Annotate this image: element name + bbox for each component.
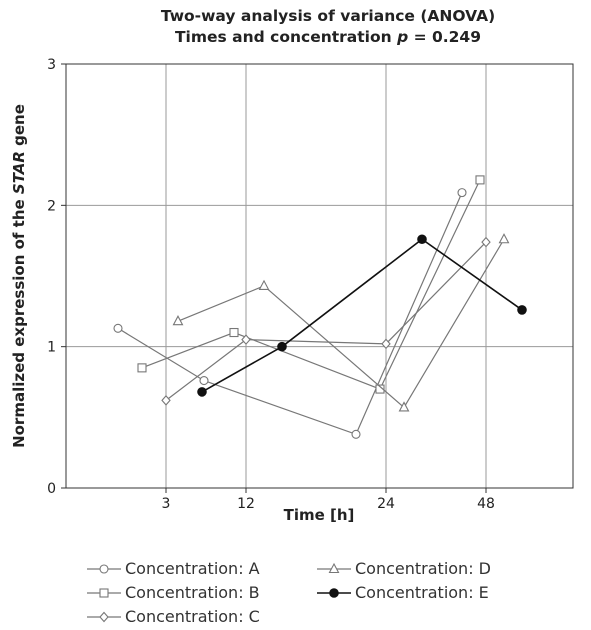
data-point <box>375 384 385 394</box>
legend-item: Concentration: C <box>87 607 260 626</box>
data-point <box>417 234 427 245</box>
series-1 <box>137 175 485 394</box>
ylabel-prefix: Normalized expression of the <box>10 194 28 448</box>
data-point <box>137 363 147 373</box>
legend-label: Concentration: D <box>355 559 491 578</box>
y-tick-label: 0 <box>47 481 56 497</box>
x-tick-label: 48 <box>477 496 495 512</box>
legend-label: Concentration: C <box>125 607 260 626</box>
chart-title-line1: Two-way analysis of variance (ANOVA) <box>161 7 495 25</box>
legend: Concentration: A Concentration: B Concentr… <box>87 559 491 626</box>
series-line <box>117 192 463 436</box>
legend-item: Concentration: D <box>317 559 491 578</box>
data-point <box>113 323 123 333</box>
series-group <box>113 175 527 439</box>
y-tick-label: 1 <box>47 340 56 356</box>
legend-marker <box>99 588 109 598</box>
title-p-value: = 0.249 <box>408 28 481 46</box>
x-tick-label: 24 <box>377 496 395 512</box>
legend-item: Concentration: A <box>87 559 260 578</box>
legend-item: Concentration: B <box>87 583 260 602</box>
x-tick-label: 3 <box>162 496 171 512</box>
data-point <box>199 376 209 386</box>
title-p-symbol: p <box>396 28 408 46</box>
data-point <box>258 279 270 290</box>
data-point <box>498 233 510 244</box>
series-line <box>177 238 505 409</box>
data-point <box>172 315 184 326</box>
series-line <box>201 238 523 393</box>
y-tick-labels: 0 1 2 3 <box>47 57 66 497</box>
legend-label: Concentration: E <box>355 583 489 602</box>
ylabel-suffix: gene <box>10 104 28 151</box>
series-line <box>141 179 481 390</box>
series-2 <box>161 236 491 406</box>
series-line <box>165 241 487 401</box>
y-axis-title: Normalized expression of the STAR gene <box>10 104 28 448</box>
data-point <box>475 175 485 185</box>
data-point <box>229 327 239 338</box>
series-3 <box>172 233 510 412</box>
plot-frame <box>65 63 574 489</box>
data-point <box>277 341 287 352</box>
data-point <box>241 334 251 345</box>
data-point <box>517 305 527 315</box>
legend-marker <box>329 588 339 598</box>
legend-label: Concentration: A <box>125 559 260 578</box>
data-point <box>457 188 467 198</box>
legend-marker <box>99 564 109 574</box>
title-prefix: Times and concentration <box>175 28 397 46</box>
legend-label: Concentration: B <box>125 583 260 602</box>
data-point <box>481 236 491 248</box>
data-point <box>381 338 391 350</box>
y-tick-label: 3 <box>47 57 56 73</box>
series-4 <box>197 234 527 397</box>
series-0 <box>113 188 467 439</box>
data-point <box>197 387 207 397</box>
chart-title-line2: Times and concentration p = 0.249 <box>175 28 481 46</box>
ylabel-gene: STAR <box>10 151 28 194</box>
plot-grid <box>66 64 573 488</box>
data-point <box>161 395 171 406</box>
legend-item: Concentration: E <box>317 583 489 602</box>
legend-marker <box>99 611 109 623</box>
data-point <box>351 429 361 439</box>
y-tick-label: 2 <box>47 198 56 214</box>
legend-marker <box>328 562 340 574</box>
data-point <box>398 401 410 412</box>
x-axis-title: Time [h] <box>284 506 355 524</box>
x-tick-label: 12 <box>237 496 255 512</box>
x-tick-labels: 3 12 24 48 <box>162 488 495 512</box>
